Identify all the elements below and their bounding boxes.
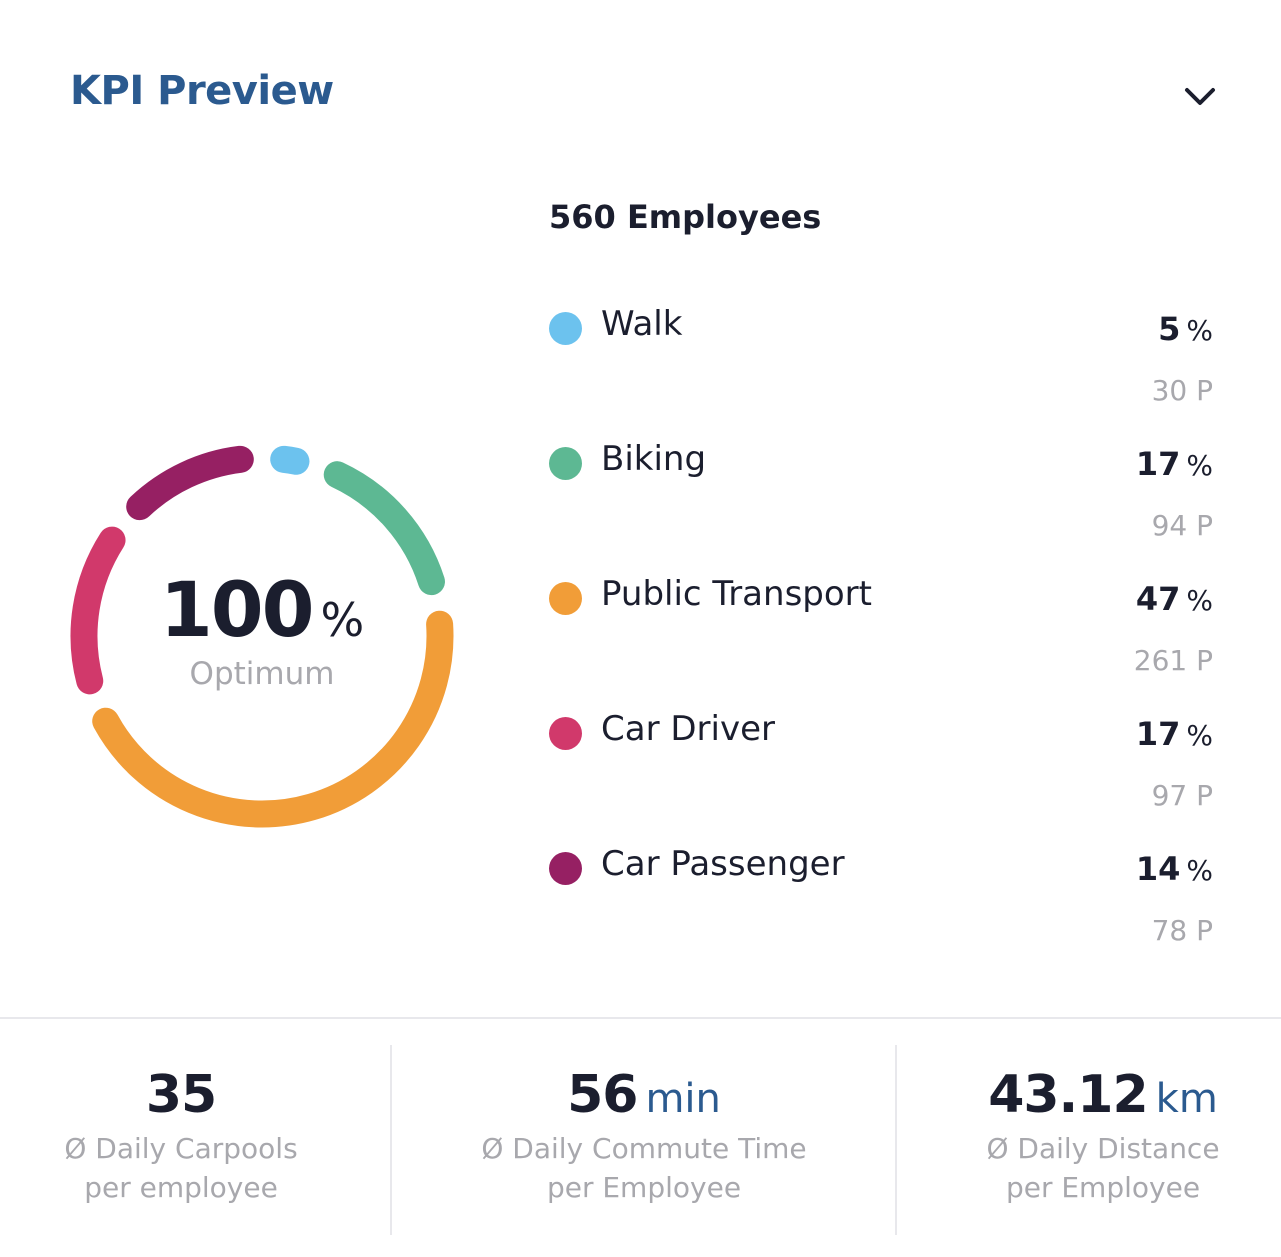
donut-segment-car-driver [70,526,126,695]
stat-unit: km [1155,1076,1218,1122]
stat-label-line1: Ø Daily Commute Time [481,1132,807,1165]
legend-percent: 17% [1136,715,1213,753]
mode-split-donut-chart [70,445,454,828]
section-divider [0,1017,1281,1019]
mode-legend: Walk 5% 30 P Biking 17% 94 P Public Tran… [549,302,1213,977]
donut-segment-public-transport [92,610,454,828]
stat-label-line2: per employee [84,1171,278,1204]
stat-value: 56 [567,1065,638,1125]
donut-segment-car-passenger [126,445,254,521]
stat-daily-commute-time: 56 min Ø Daily Commute Time per Employee [444,1065,844,1207]
legend-item-car-passenger: Car Passenger 14% 78 P [549,842,1213,977]
legend-label: Car Passenger [601,844,845,884]
legend-label: Car Driver [601,709,775,749]
percent-sign: % [1186,719,1213,752]
stat-divider [390,1045,392,1235]
legend-percent: 47% [1136,580,1213,618]
donut-segment-biking [323,461,445,596]
percent-value: 5 [1158,310,1181,348]
stat-daily-distance: 43.12 km Ø Daily Distance per Employee [930,1065,1276,1207]
percent-sign: % [1186,584,1213,617]
stat-value: 43.12 [988,1065,1148,1125]
stat-label-line2: per Employee [1005,1171,1201,1204]
walk-dot [549,312,582,345]
percent-value: 17 [1135,715,1181,753]
legend-count: 30 P [1151,374,1213,407]
employee-count: 560 Employees [549,198,822,236]
percent-value: 14 [1135,850,1181,888]
percent-value: 17 [1135,445,1181,483]
legend-count: 94 P [1151,509,1213,542]
legend-count: 97 P [1151,779,1213,812]
stat-daily-carpools: 35 Ø Daily Carpools per employee [30,1065,332,1207]
legend-item-walk: Walk 5% 30 P [549,302,1213,437]
stat-label-line2: per Employee [546,1171,742,1204]
legend-percent: 5% [1158,310,1213,348]
donut-label: Optimum [189,656,335,692]
car-driver-dot [549,717,582,750]
stat-value: 35 [145,1065,217,1125]
legend-item-biking: Biking 17% 94 P [549,437,1213,572]
percent-sign: % [1186,449,1213,482]
car-passenger-dot [549,852,582,885]
legend-count: 78 P [1151,914,1213,947]
page-title: KPI Preview [70,68,334,114]
legend-item-public-transport: Public Transport 47% 261 P [549,572,1213,707]
donut-value: 100 [159,565,315,654]
legend-percent: 14% [1136,850,1213,888]
donut-center: 100% Optimum [56,565,468,692]
donut-segment-walk [270,445,310,475]
percent-sign: % [1186,854,1213,887]
legend-item-car-driver: Car Driver 17% 97 P [549,707,1213,842]
legend-label: Public Transport [601,574,872,614]
percent-sign: % [1186,314,1213,347]
stat-divider [895,1045,897,1235]
stat-unit: min [645,1076,721,1122]
chevron-down-icon [1185,88,1215,105]
stat-label-line1: Ø Daily Distance [986,1132,1220,1165]
stat-label-line1: Ø Daily Carpools [64,1132,298,1165]
biking-dot [549,447,582,480]
legend-label: Biking [601,439,707,479]
public-transport-dot [549,582,582,615]
donut-unit: % [320,593,365,647]
legend-label: Walk [601,304,683,344]
legend-percent: 17% [1136,445,1213,483]
percent-value: 47 [1135,580,1181,618]
collapse-button[interactable] [1176,72,1224,120]
legend-count: 261 P [1133,644,1213,677]
